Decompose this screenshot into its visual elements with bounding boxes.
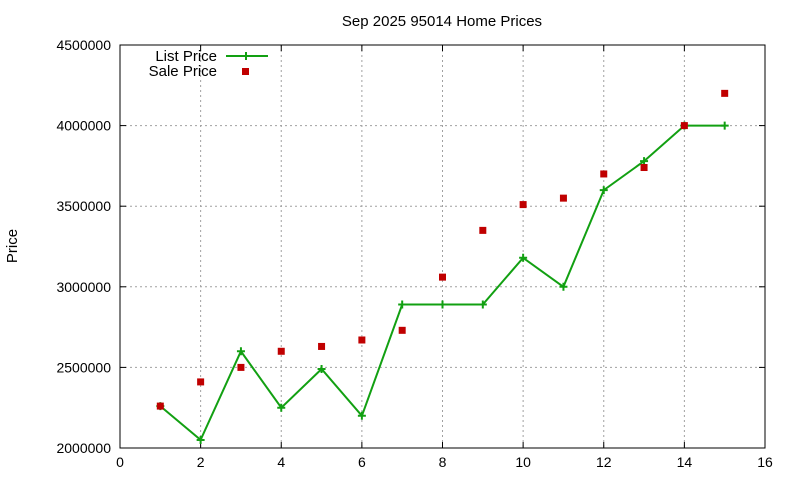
list-price-point [720,121,729,130]
list-price-point [559,282,568,291]
y-tick-label: 2000000 [56,440,111,456]
list-price-point [519,253,528,262]
chart-title: Sep 2025 95014 Home Prices [342,13,542,30]
list-price-point [599,186,608,195]
list-price-point [357,411,366,420]
sale-price-point [277,347,285,355]
sale-price-point [156,402,164,410]
y-tick-label: 3000000 [56,279,111,295]
sale-price-point [559,194,567,202]
x-tick-label: 10 [515,454,531,470]
list-price-point [438,300,447,309]
legend-label-list-price: List Price [155,48,217,65]
sale-price-point [197,378,205,386]
sale-price-point [439,273,446,281]
axis-ticks: 0 2 4 6 8 10 12 14 16 2000000 2500000 3000000 350000… [56,37,773,470]
list-price-point [317,365,326,374]
list-price-point [277,403,286,412]
y-tick-label: 2500000 [56,359,111,375]
list-price-point [640,157,649,166]
sale-price-point [721,89,729,97]
x-tick-label: 16 [757,454,773,470]
x-tick-label: 0 [116,454,124,470]
x-tick-label: 8 [439,454,447,470]
sale-price-point [600,170,608,178]
y-tick-label: 4500000 [56,37,111,53]
sale-price-point [640,164,648,172]
sale-price-point [519,201,527,209]
list-price-point [236,347,245,356]
sale-price-point [398,326,406,334]
list-price-point [478,300,487,309]
y-axis-label: Price [4,229,21,263]
y-tick-label: 3500000 [56,198,111,214]
list-price-point [398,300,407,309]
legend-marker-sale-price [242,68,249,75]
x-tick-label: 12 [596,454,612,470]
sale-price-point [479,226,487,234]
sale-price-point [318,342,326,350]
legend-label-sale-price: Sale Price [149,63,217,80]
sale-price-point [237,363,245,371]
sale-price-point [358,336,366,344]
grid [120,45,765,448]
series [156,89,729,444]
y-tick-label: 4000000 [56,118,111,134]
x-tick-label: 14 [677,454,693,470]
legend-marker-list-price [242,52,250,60]
list-price-point [196,435,205,444]
legend: List Price Sale Price [149,48,268,80]
sale-price-point [680,122,688,130]
x-tick-label: 6 [358,454,366,470]
x-tick-label: 2 [197,454,205,470]
x-tick-label: 4 [277,454,285,470]
